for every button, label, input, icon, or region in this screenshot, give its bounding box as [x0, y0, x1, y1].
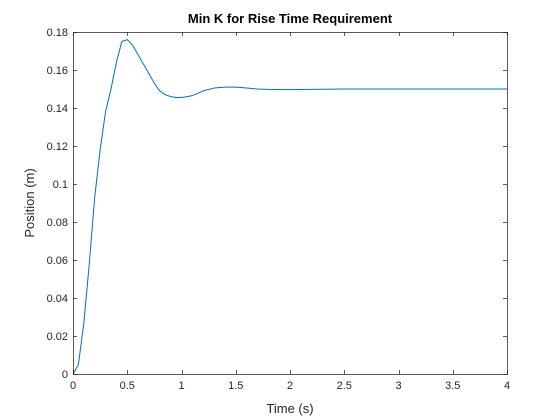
y-tick-label: 0.12: [47, 141, 68, 153]
x-tick-label: 3.5: [445, 380, 460, 392]
series-line-1: [72, 39, 507, 375]
x-tick-label: 0: [70, 380, 76, 392]
x-tick-label: 4: [504, 380, 510, 392]
y-tick-label: 0.02: [47, 331, 68, 343]
y-tick-label: 0.16: [47, 65, 68, 77]
y-axis-label: Position (m): [22, 168, 37, 237]
x-tick-label: 2: [287, 380, 293, 392]
y-tick-label: 0.08: [47, 217, 68, 229]
x-tick-label: 3: [395, 380, 401, 392]
x-axis-ticks: 0 0.5 1 1.5 2 2.5 3 3.5 4: [70, 32, 510, 392]
chart-title: Min K for Rise Time Requirement: [188, 11, 393, 26]
y-tick-label: 0.18: [47, 27, 68, 39]
x-tick-label: 1: [178, 380, 184, 392]
y-axis-ticks: 0 0.02 0.04 0.06 0.08 0.1 0.12 0.14 0.16 0.18: [47, 27, 507, 381]
plot-area: [73, 32, 507, 374]
y-tick-label: 0.04: [47, 293, 68, 305]
x-tick-label: 1.5: [228, 380, 243, 392]
y-tick-label: 0.06: [47, 255, 68, 267]
y-tick-label: 0.1: [53, 179, 68, 191]
y-tick-label: 0: [62, 369, 68, 381]
x-tick-label: 2.5: [337, 380, 352, 392]
x-axis-label: Time (s): [266, 401, 313, 416]
x-tick-label: 0.5: [120, 380, 135, 392]
y-tick-label: 0.14: [47, 103, 68, 115]
plot-content: [72, 39, 507, 375]
